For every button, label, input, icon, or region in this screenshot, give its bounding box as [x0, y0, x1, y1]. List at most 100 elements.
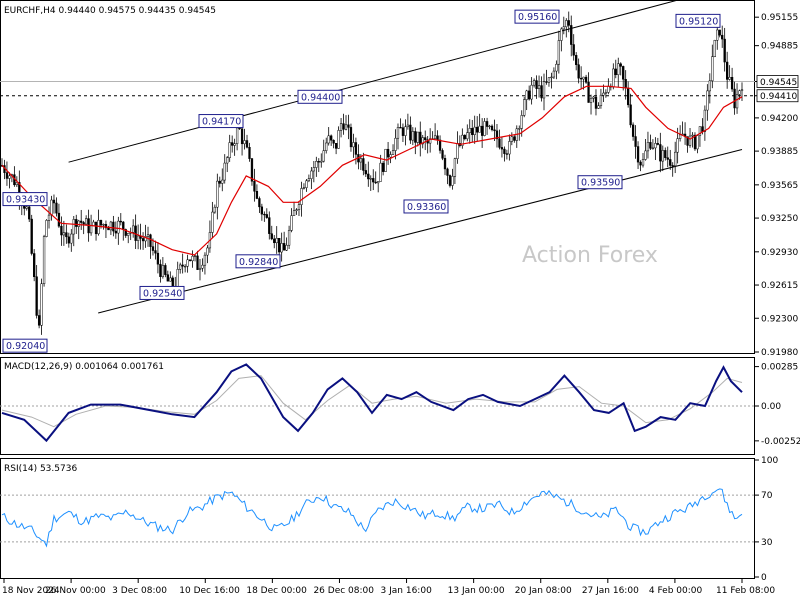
candle	[681, 121, 684, 136]
svg-text:0.92540: 0.92540	[143, 288, 182, 299]
reference-price-box: 0.94410	[756, 89, 799, 102]
candle	[166, 270, 169, 282]
candle	[273, 235, 276, 249]
candle	[691, 132, 694, 148]
macd-y-tick-label: 0.00285	[761, 363, 798, 373]
svg-text:0.94410: 0.94410	[760, 92, 797, 102]
candle	[505, 149, 509, 160]
candle	[523, 96, 526, 118]
candle	[550, 72, 553, 89]
candle	[149, 233, 152, 259]
candle	[570, 15, 573, 57]
candle	[498, 129, 501, 150]
price-label: 0.93590	[577, 175, 623, 190]
candle	[617, 57, 620, 88]
candle	[55, 197, 58, 217]
candle	[666, 146, 669, 168]
candle	[258, 196, 261, 213]
candle	[114, 221, 117, 239]
svg-text:0.92840: 0.92840	[239, 257, 278, 268]
y-tick-label: 0.92300	[761, 314, 798, 324]
channel-lower-line	[98, 149, 743, 314]
candle	[275, 226, 278, 254]
candle	[671, 162, 674, 177]
candle	[84, 215, 88, 225]
candle	[683, 122, 687, 145]
candle	[42, 234, 46, 287]
candle	[535, 75, 538, 99]
candle	[664, 147, 667, 161]
candle	[406, 113, 410, 130]
candle	[183, 264, 187, 273]
candle	[429, 128, 432, 153]
candle	[629, 93, 632, 128]
x-tick-label: 18 Dec 00:00	[246, 586, 307, 596]
candle	[146, 226, 150, 247]
svg-text:0.93430: 0.93430	[6, 195, 45, 206]
candle	[438, 135, 442, 154]
candle	[40, 278, 43, 335]
candle	[718, 29, 721, 38]
candle	[201, 258, 204, 272]
candle	[399, 118, 402, 129]
candle	[716, 26, 719, 50]
candle	[723, 27, 726, 72]
candle	[248, 142, 251, 162]
candle	[221, 168, 224, 192]
candle	[122, 221, 125, 241]
candle	[649, 134, 652, 151]
candle	[513, 135, 516, 143]
candle	[411, 127, 414, 146]
candle	[404, 119, 407, 146]
candle	[50, 195, 53, 221]
candle	[302, 183, 306, 190]
candle	[33, 249, 36, 282]
candle	[537, 75, 541, 98]
candle	[119, 213, 122, 226]
candle	[156, 241, 160, 274]
candle	[374, 171, 377, 185]
candle	[555, 60, 558, 80]
candle	[349, 123, 353, 152]
candle	[441, 148, 444, 161]
candle	[386, 142, 390, 165]
candle	[315, 156, 318, 177]
candle	[295, 208, 298, 215]
candle	[334, 142, 338, 155]
candle	[466, 124, 469, 142]
rsi-y-tick-label: 70	[761, 491, 773, 501]
candle	[532, 78, 536, 88]
candle	[45, 219, 48, 238]
price-label: 0.94400	[297, 89, 343, 104]
candle	[139, 223, 142, 250]
rsi-line	[1, 488, 743, 548]
candle	[292, 201, 296, 216]
candle	[13, 166, 16, 187]
candle	[597, 102, 600, 110]
candle	[592, 95, 595, 103]
candle	[8, 172, 11, 189]
y-tick-label: 0.95155	[761, 13, 798, 23]
candle	[587, 72, 590, 103]
candle	[490, 124, 494, 132]
candle	[696, 135, 699, 154]
candle	[233, 138, 236, 156]
candle	[624, 70, 627, 100]
candles	[0, 11, 744, 335]
candle	[198, 259, 202, 281]
candle	[290, 208, 293, 233]
candle	[62, 220, 66, 246]
y-tick-label: 0.92930	[761, 248, 798, 258]
candle	[478, 113, 481, 133]
candle	[134, 214, 137, 249]
candle	[372, 169, 375, 191]
candle	[572, 34, 575, 61]
y-tick-label: 0.91980	[761, 348, 798, 358]
price-label: 0.93360	[403, 199, 449, 214]
candle	[651, 139, 655, 150]
candle	[216, 173, 219, 220]
candle	[409, 116, 412, 144]
candle	[389, 151, 392, 164]
x-tick-label: 11 Feb 08:00	[716, 586, 775, 596]
candle	[560, 27, 563, 52]
